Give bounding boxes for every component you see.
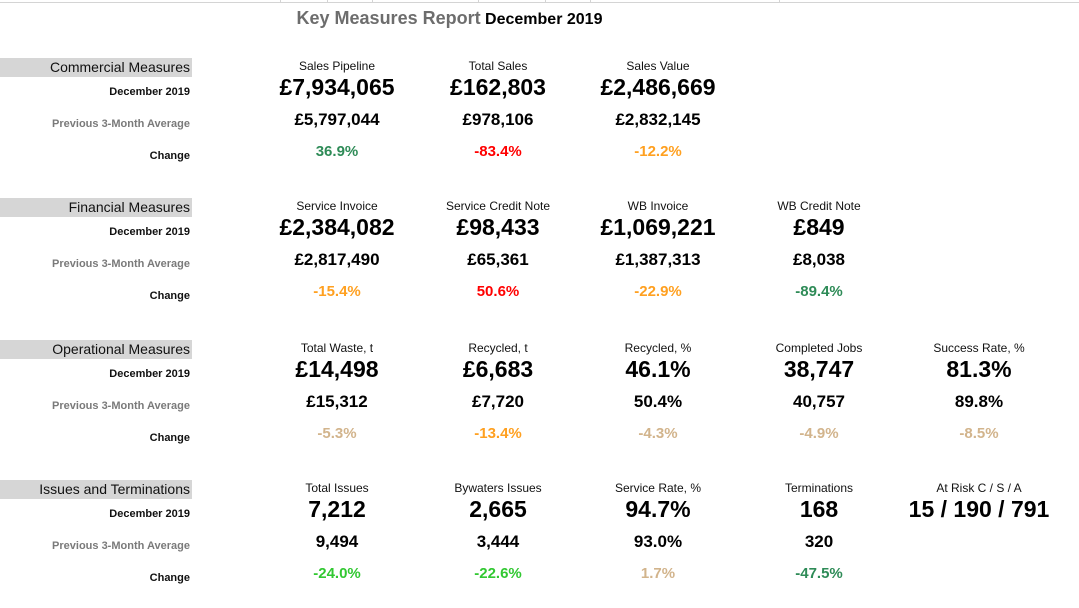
measure-change: -4.3% [638,425,678,442]
measure-current-value: £162,803 [450,74,546,100]
measure-current-value: 15 / 190 / 791 [908,496,1050,522]
section-commercial-measures: Commercial Measures December 2019 Previous… [0,58,1079,186]
row-label-previous: Previous 3-Month Average [52,400,190,412]
measure-change: -83.4% [474,143,522,160]
measure-previous-average: 50.4% [633,392,683,411]
measure-label: Recycled, % [624,341,692,355]
measure-previous-average: 93.0% [633,532,683,551]
column-separator [478,0,479,3]
measure-current-value: 7,212 [308,496,366,522]
measure-current-value: £98,433 [456,214,540,240]
row-label-change: Change [149,432,190,444]
measure-previous-average: £978,106 [462,110,534,129]
measure-label: Service Credit Note [445,199,551,213]
section-issues-and-terminations: Issues and Terminations December 2019 Prev… [0,480,1079,608]
column-separator [372,0,373,3]
measure-change: 50.6% [476,283,520,300]
measure-change: -24.0% [313,565,361,582]
measure-current-value: 46.1% [625,356,691,382]
measure-current-value: 81.3% [946,356,1012,382]
row-label-change: Change [149,150,190,162]
measure-change: -13.4% [474,425,522,442]
measure-label: Success Rate, % [933,341,1025,355]
measure-label: Terminations [784,481,854,495]
measure-current-value: 94.7% [625,496,691,522]
section-header: Commercial Measures [0,58,192,77]
section-financial-measures: Financial Measures December 2019 Previous … [0,198,1079,326]
measure-change: -22.9% [634,283,682,300]
section-header: Issues and Terminations [0,480,192,499]
measure-current-value: £2,384,082 [279,214,395,240]
measure-current-value: £849 [793,214,845,240]
measure-previous-average: 89.8% [954,392,1004,411]
measure-label: WB Credit Note [777,199,861,213]
measure-current-value: 38,747 [783,356,855,382]
measure-change: 36.9% [315,143,359,160]
measure-label: Sales Value [626,59,690,73]
measure-current-value: £7,934,065 [279,74,395,100]
column-separator [590,0,591,3]
measure-label: Total Sales [468,59,528,73]
measure-current-value: £1,069,221 [600,214,716,240]
sheet-gridline [0,0,1079,3]
row-label-previous: Previous 3-Month Average [52,540,190,552]
measure-change: -8.5% [959,425,999,442]
measure-label: Completed Jobs [775,341,863,355]
column-separator [545,0,546,3]
measure-change: -22.6% [474,565,522,582]
report-period: December 2019 [485,11,603,28]
measure-previous-average: £2,817,490 [294,250,380,269]
measure-label: WB Invoice [627,199,689,213]
report-title-text: Key Measures Report [296,8,481,28]
row-label-current: December 2019 [109,368,190,380]
measure-previous-average: 40,757 [793,392,845,411]
measure-label: Service Rate, % [614,481,702,495]
row-label-previous: Previous 3-Month Average [52,118,190,130]
row-label-current: December 2019 [109,226,190,238]
measure-current-value: £6,683 [462,356,534,382]
report-title: Key Measures Report December 2019 [0,8,1079,29]
measure-previous-average: £7,720 [472,392,524,411]
measure-change: -5.3% [317,425,357,442]
measure-current-value: 168 [799,496,839,522]
measure-current-value: 2,665 [469,496,527,522]
measure-label: At Risk C / S / A [936,481,1022,495]
measure-previous-average: 9,494 [315,532,359,551]
measure-change: -12.2% [634,143,682,160]
measure-label: Total Issues [305,481,369,495]
measure-previous-average: £65,361 [467,250,529,269]
measure-change: -47.5% [795,565,843,582]
measure-previous-average: 320 [804,532,834,551]
measure-change: -4.9% [799,425,839,442]
measure-current-value: £2,486,669 [600,74,716,100]
measure-label: Recycled, t [468,341,528,355]
measure-change: -15.4% [313,283,361,300]
measure-previous-average: 3,444 [476,532,520,551]
measure-current-value: £14,498 [295,356,379,382]
measure-label: Sales Pipeline [298,59,376,73]
section-header: Financial Measures [0,198,192,217]
measure-change: 1.7% [640,565,676,582]
column-separator [280,0,281,3]
measure-previous-average: £2,832,145 [615,110,701,129]
measure-previous-average: £8,038 [793,250,845,269]
section-operational-measures: Operational Measures December 2019 Previou… [0,340,1079,468]
measure-previous-average: £5,797,044 [294,110,380,129]
row-label-change: Change [149,572,190,584]
measure-previous-average: £15,312 [306,392,368,411]
measure-label: Total Waste, t [300,341,374,355]
measure-label: Service Invoice [296,199,378,213]
measure-previous-average: £1,387,313 [615,250,701,269]
section-header: Operational Measures [0,340,192,359]
row-label-current: December 2019 [109,508,190,520]
row-label-current: December 2019 [109,86,190,98]
measure-change: -89.4% [795,283,843,300]
row-label-previous: Previous 3-Month Average [52,258,190,270]
column-separator [779,0,780,3]
row-label-change: Change [149,290,190,302]
measure-label: Bywaters Issues [454,481,542,495]
column-separator [327,0,328,3]
